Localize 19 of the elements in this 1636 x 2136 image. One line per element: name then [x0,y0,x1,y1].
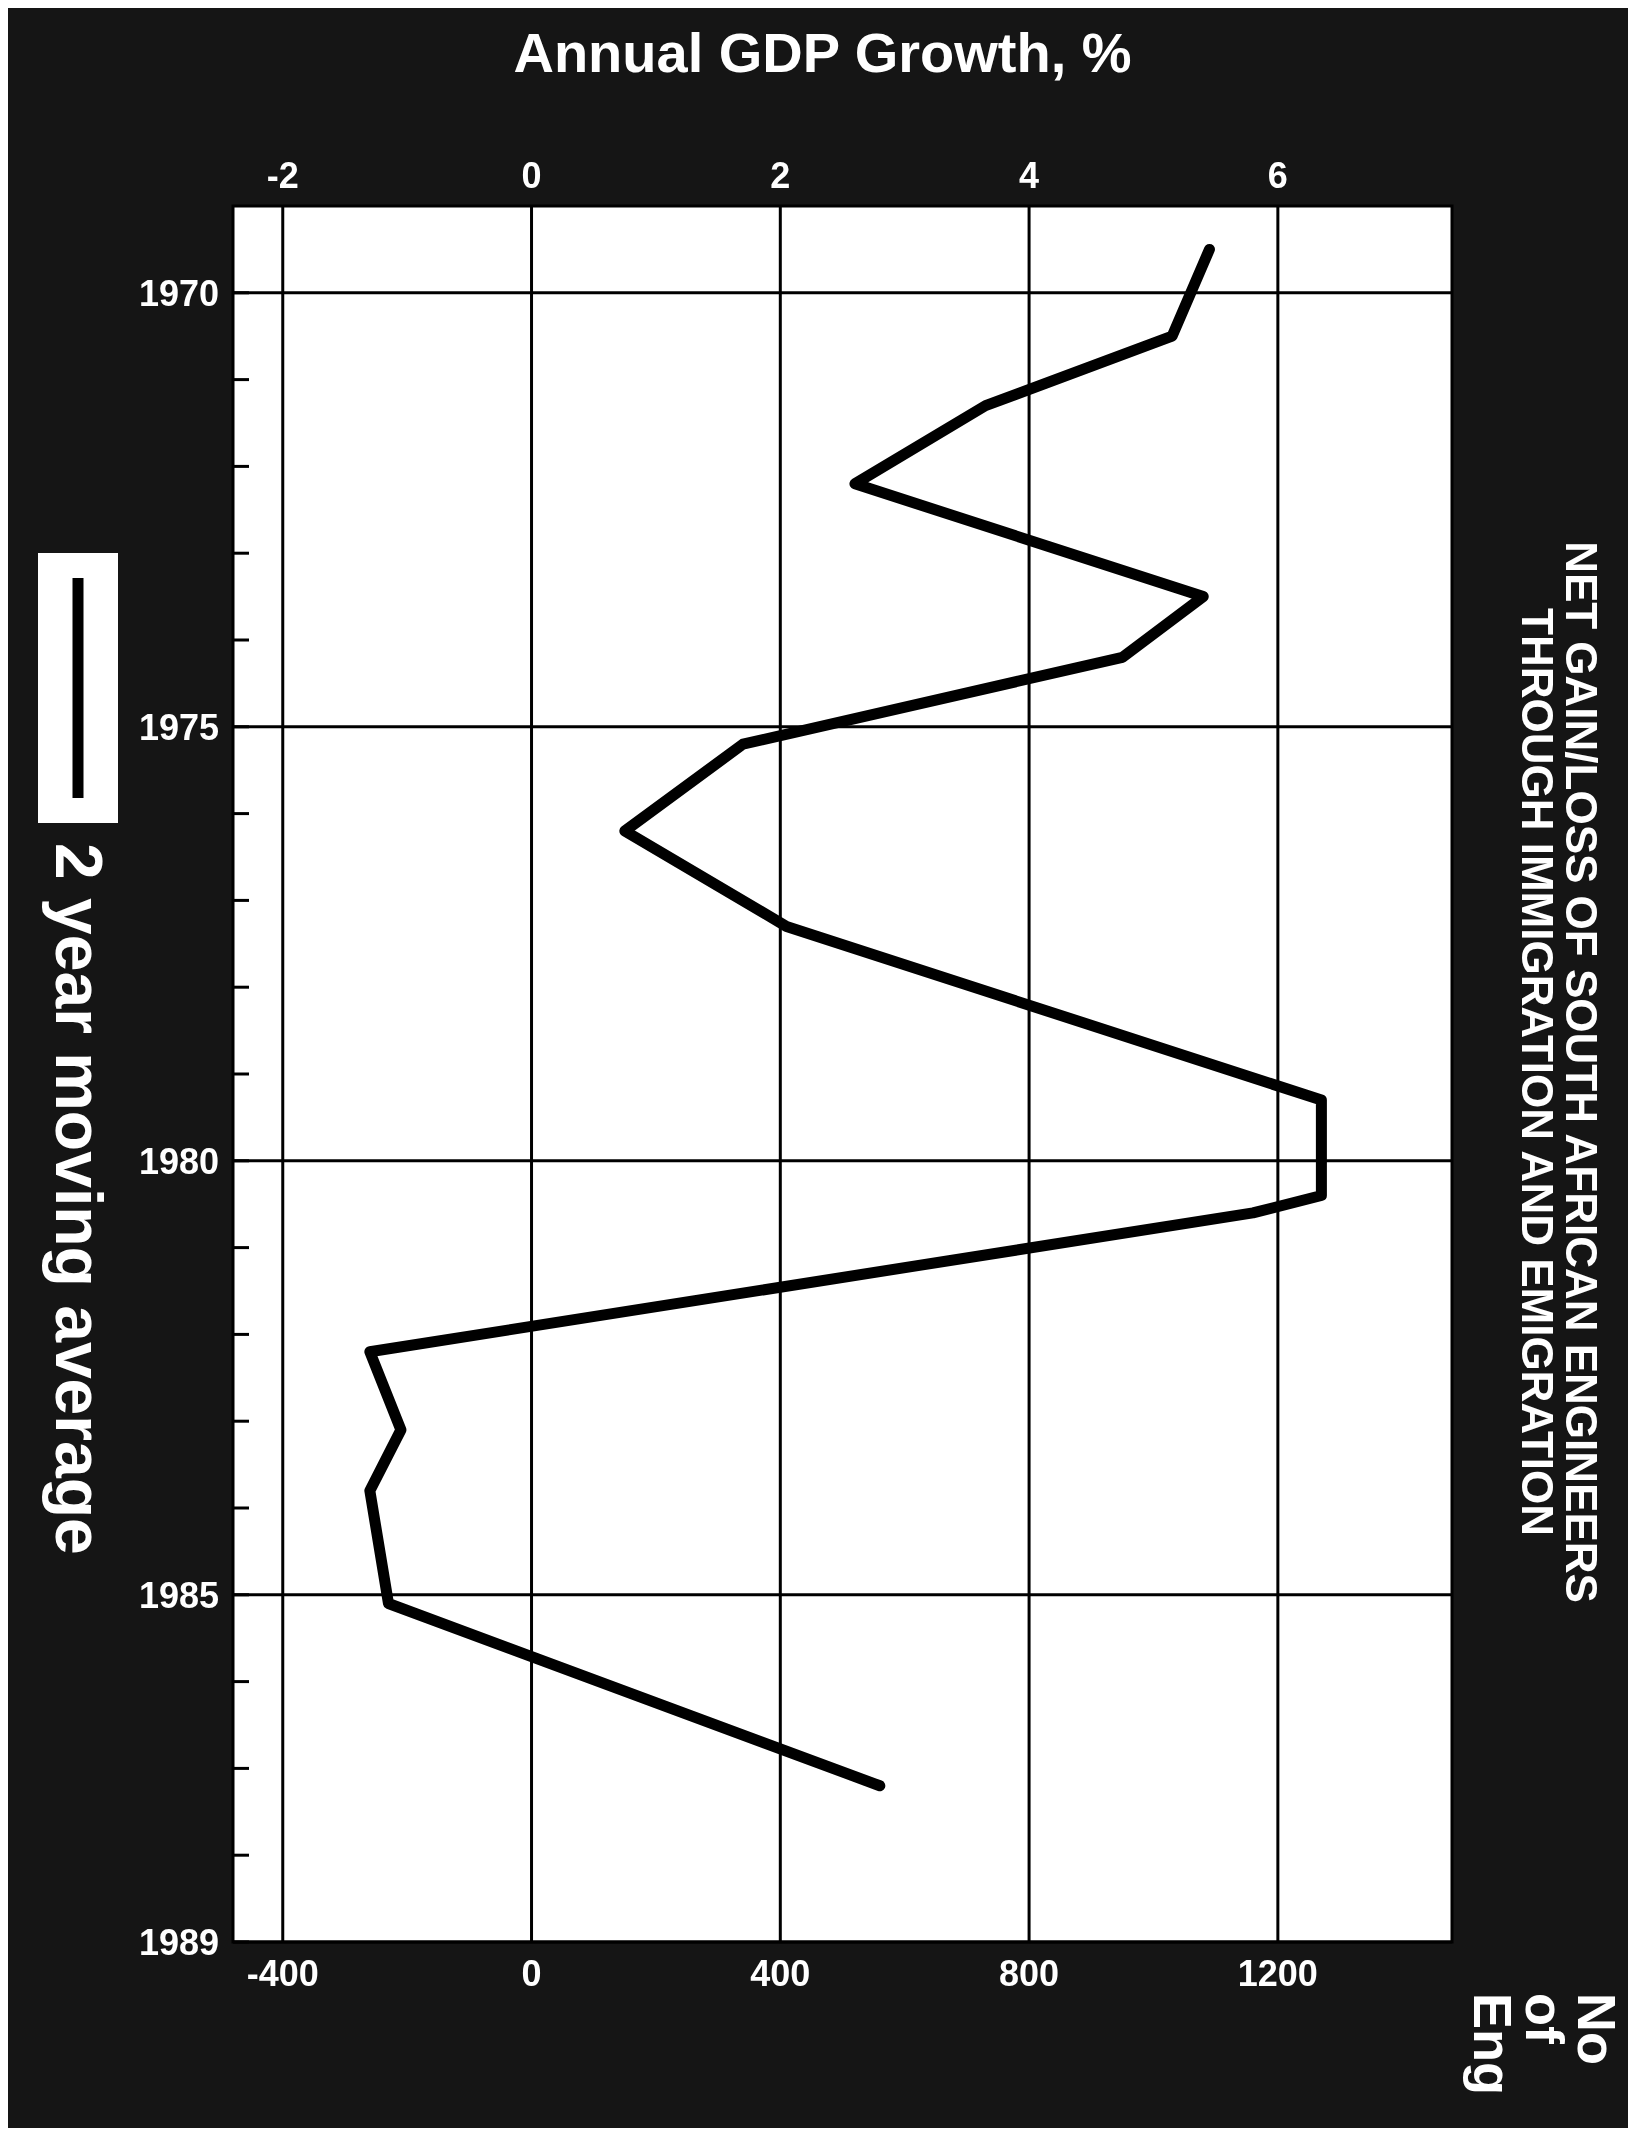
x2-tick-label: 0 [521,155,542,196]
x2-axis-title: Annual GDP Growth, % [513,21,1132,84]
x2-tick-label: 4 [1019,155,1040,196]
x2-tick-label: 6 [1267,155,1288,196]
text: NET GAIN/LOSS OF SOUTH AFRICAN ENGINEERS THROUGH IMMIGRATION AND EMIGRATION [1513,541,1606,1603]
x-tick-label: 800 [999,1953,1060,1994]
x-tick-label: 0 [521,1953,542,1994]
y-tick-label: 1970 [138,272,219,314]
text: No of Eng [1463,1993,1627,2095]
x-tick-label: 1200 [1237,1953,1318,1994]
legend-label: 2 year moving average [42,843,116,1555]
x-tick-label: 400 [750,1953,811,1994]
x2-tick-label: -2 [266,155,299,196]
y-tick-label: 1975 [138,706,219,748]
y-tick-label: 1989 [138,1922,219,1963]
y-tick-label: 1980 [138,1140,219,1182]
x2-tick-label: 2 [770,155,791,196]
x-tick-label: -400 [246,1953,319,1994]
y-tick-label: 1985 [138,1574,219,1616]
